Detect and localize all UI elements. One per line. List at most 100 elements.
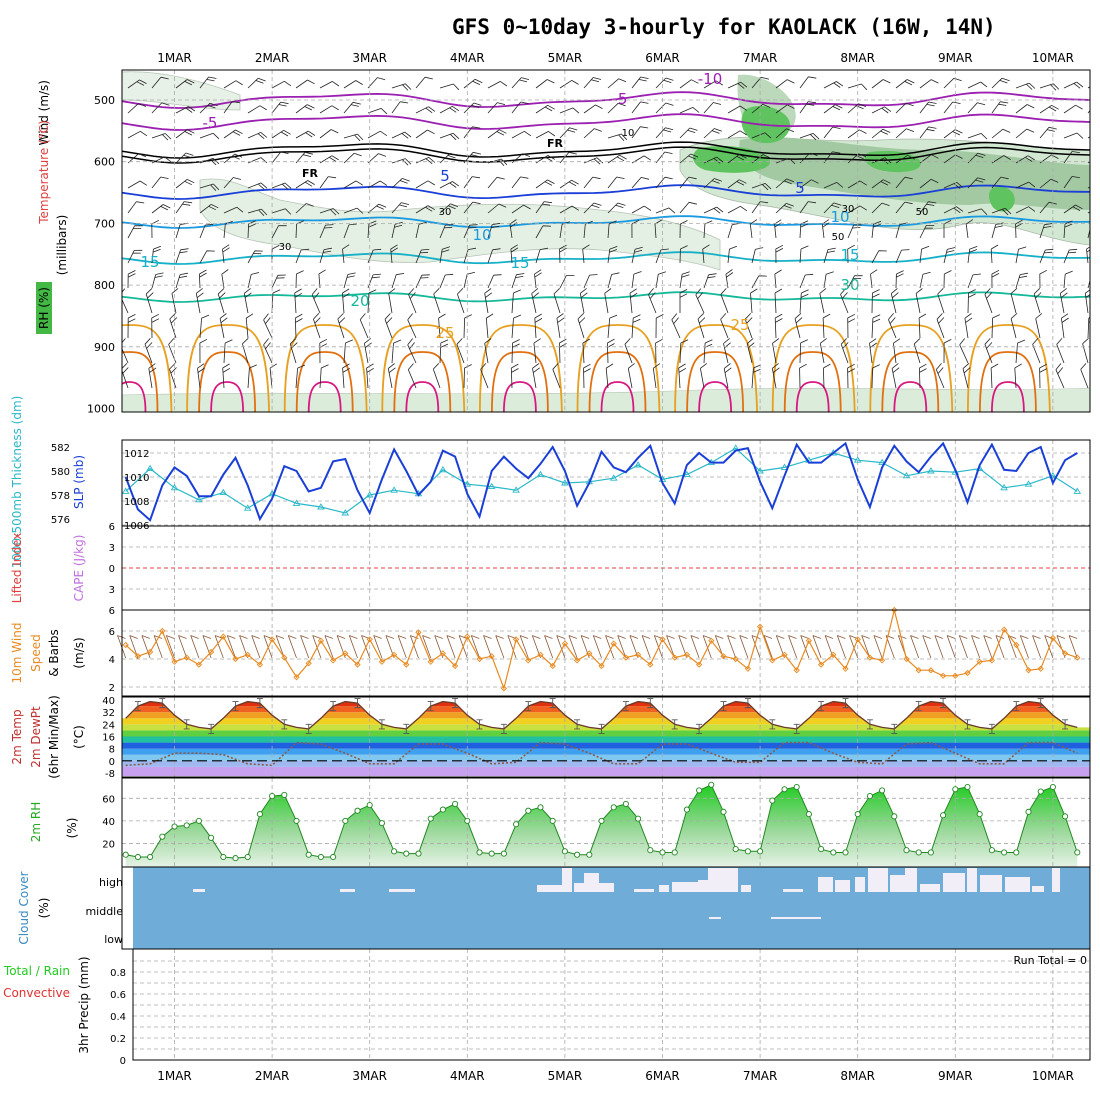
wind-barb	[631, 76, 649, 89]
bottom-date-label: 4MAR	[450, 1069, 485, 1083]
wind-barb	[919, 178, 939, 189]
wind-barb	[243, 288, 252, 314]
temperature-contour-label: 15	[510, 254, 529, 272]
minmax-marker	[330, 701, 337, 712]
cape-li-panel: 6 3 0 3 6 Lifted Index CAPE (J/kg)	[10, 522, 1091, 617]
minmax-marker	[720, 701, 727, 712]
thickness-ylabel: 1000-500mb Thickness (dm)	[10, 396, 24, 569]
wind-speed-marker	[561, 640, 569, 647]
wind-barb	[1015, 206, 1036, 214]
wind-barb	[631, 314, 641, 339]
wind-barb	[919, 271, 931, 289]
wind-barb	[531, 288, 540, 314]
wind-barb	[775, 104, 795, 114]
wind-barb	[799, 339, 808, 364]
wind-barb	[579, 288, 588, 314]
wind-barb	[511, 176, 529, 189]
wind-barb	[415, 157, 436, 165]
temp-contour-30	[979, 351, 1037, 412]
temp-band	[122, 736, 1090, 743]
wind-barb	[263, 338, 273, 364]
surface-wind-barb	[1032, 635, 1042, 659]
wind-barb	[1059, 288, 1068, 314]
wind-barb	[247, 157, 268, 164]
wind-barb	[463, 151, 481, 164]
wind-barb	[799, 201, 817, 214]
wind-barb	[1063, 81, 1084, 89]
wind-barb	[1061, 313, 1069, 339]
thickness-marker	[439, 465, 447, 473]
wind-barb	[967, 208, 988, 215]
thickness-marker	[1049, 471, 1057, 479]
wind-barb	[607, 102, 626, 114]
wind-barb	[1063, 176, 1080, 189]
surface-wind-barb	[226, 635, 236, 659]
wind-barb	[175, 106, 196, 114]
temperature-contour-label: 5	[795, 179, 805, 197]
wind-barb	[127, 314, 136, 339]
wind-barb	[847, 244, 855, 264]
wind-barb	[175, 272, 189, 289]
rh-contour-label: 30	[439, 207, 452, 218]
wind-barb	[1039, 83, 1060, 91]
wind-barb	[1015, 339, 1026, 364]
wind-barb	[967, 133, 988, 140]
wind-barb	[871, 202, 890, 214]
temp-contour-30	[393, 351, 452, 412]
wind-barb	[510, 244, 519, 264]
wind-barb	[991, 101, 1009, 114]
wind-barb	[271, 225, 287, 239]
precip-grid	[133, 949, 1090, 1060]
temp-tick: 24	[102, 720, 115, 731]
temp-contour-30	[686, 351, 744, 412]
wind-barb	[271, 101, 289, 114]
wind-barb	[559, 80, 579, 89]
wind-barb	[487, 81, 508, 89]
thickness-marker	[780, 463, 789, 470]
wind-barb	[1039, 126, 1057, 139]
wind-barb	[199, 223, 214, 239]
wind-barb	[295, 248, 310, 264]
lifted-index-tick: 3	[109, 585, 115, 596]
surface-wind-barb	[1068, 635, 1078, 659]
wind-barb	[222, 363, 231, 389]
wind-barb	[245, 313, 254, 339]
wind-barb	[391, 83, 412, 91]
precip-panel-frame	[132, 948, 1091, 1061]
wind-barb	[319, 105, 339, 114]
wind-barb	[607, 133, 628, 141]
thickness-marker	[146, 464, 154, 472]
minmax-marker	[525, 701, 532, 712]
wind-speed-marker	[439, 650, 447, 657]
bottom-date-label: 1MAR	[157, 1069, 192, 1083]
pressure-tick: 500	[94, 94, 115, 107]
wind-barb	[169, 313, 178, 339]
temp-contour-35	[795, 381, 830, 412]
wind-barb	[127, 130, 148, 139]
wind-barb	[990, 244, 999, 264]
wind-barb	[247, 182, 268, 190]
top-date-label: 1MAR	[157, 51, 192, 65]
surface-wind-barb	[556, 635, 566, 659]
rh-marker	[122, 851, 129, 858]
wind-speed-marker	[647, 661, 654, 668]
bottom-date-labels: 1MAR 2MAR 3MAR 4MAR 5MAR 6MAR 7MAR 8MAR 9MAR 10MA…	[157, 1069, 1074, 1083]
precip-tick: 0.2	[110, 1034, 126, 1045]
surface-wind-barb	[141, 635, 151, 659]
rh-marker	[781, 786, 788, 793]
minmax-marker	[452, 698, 459, 709]
wind-barb	[559, 107, 580, 114]
rh-marker	[561, 848, 568, 855]
wind-barb	[774, 313, 783, 339]
wind-barb	[407, 363, 417, 389]
minmax-marker	[671, 719, 678, 730]
temp-contour-30	[295, 351, 354, 412]
wind-barb	[487, 274, 502, 289]
wind-barb	[127, 180, 148, 189]
rh-marker	[671, 849, 678, 856]
rh-marker	[220, 853, 227, 861]
wind-barb	[433, 288, 441, 314]
surface-wind-barb	[922, 635, 932, 659]
